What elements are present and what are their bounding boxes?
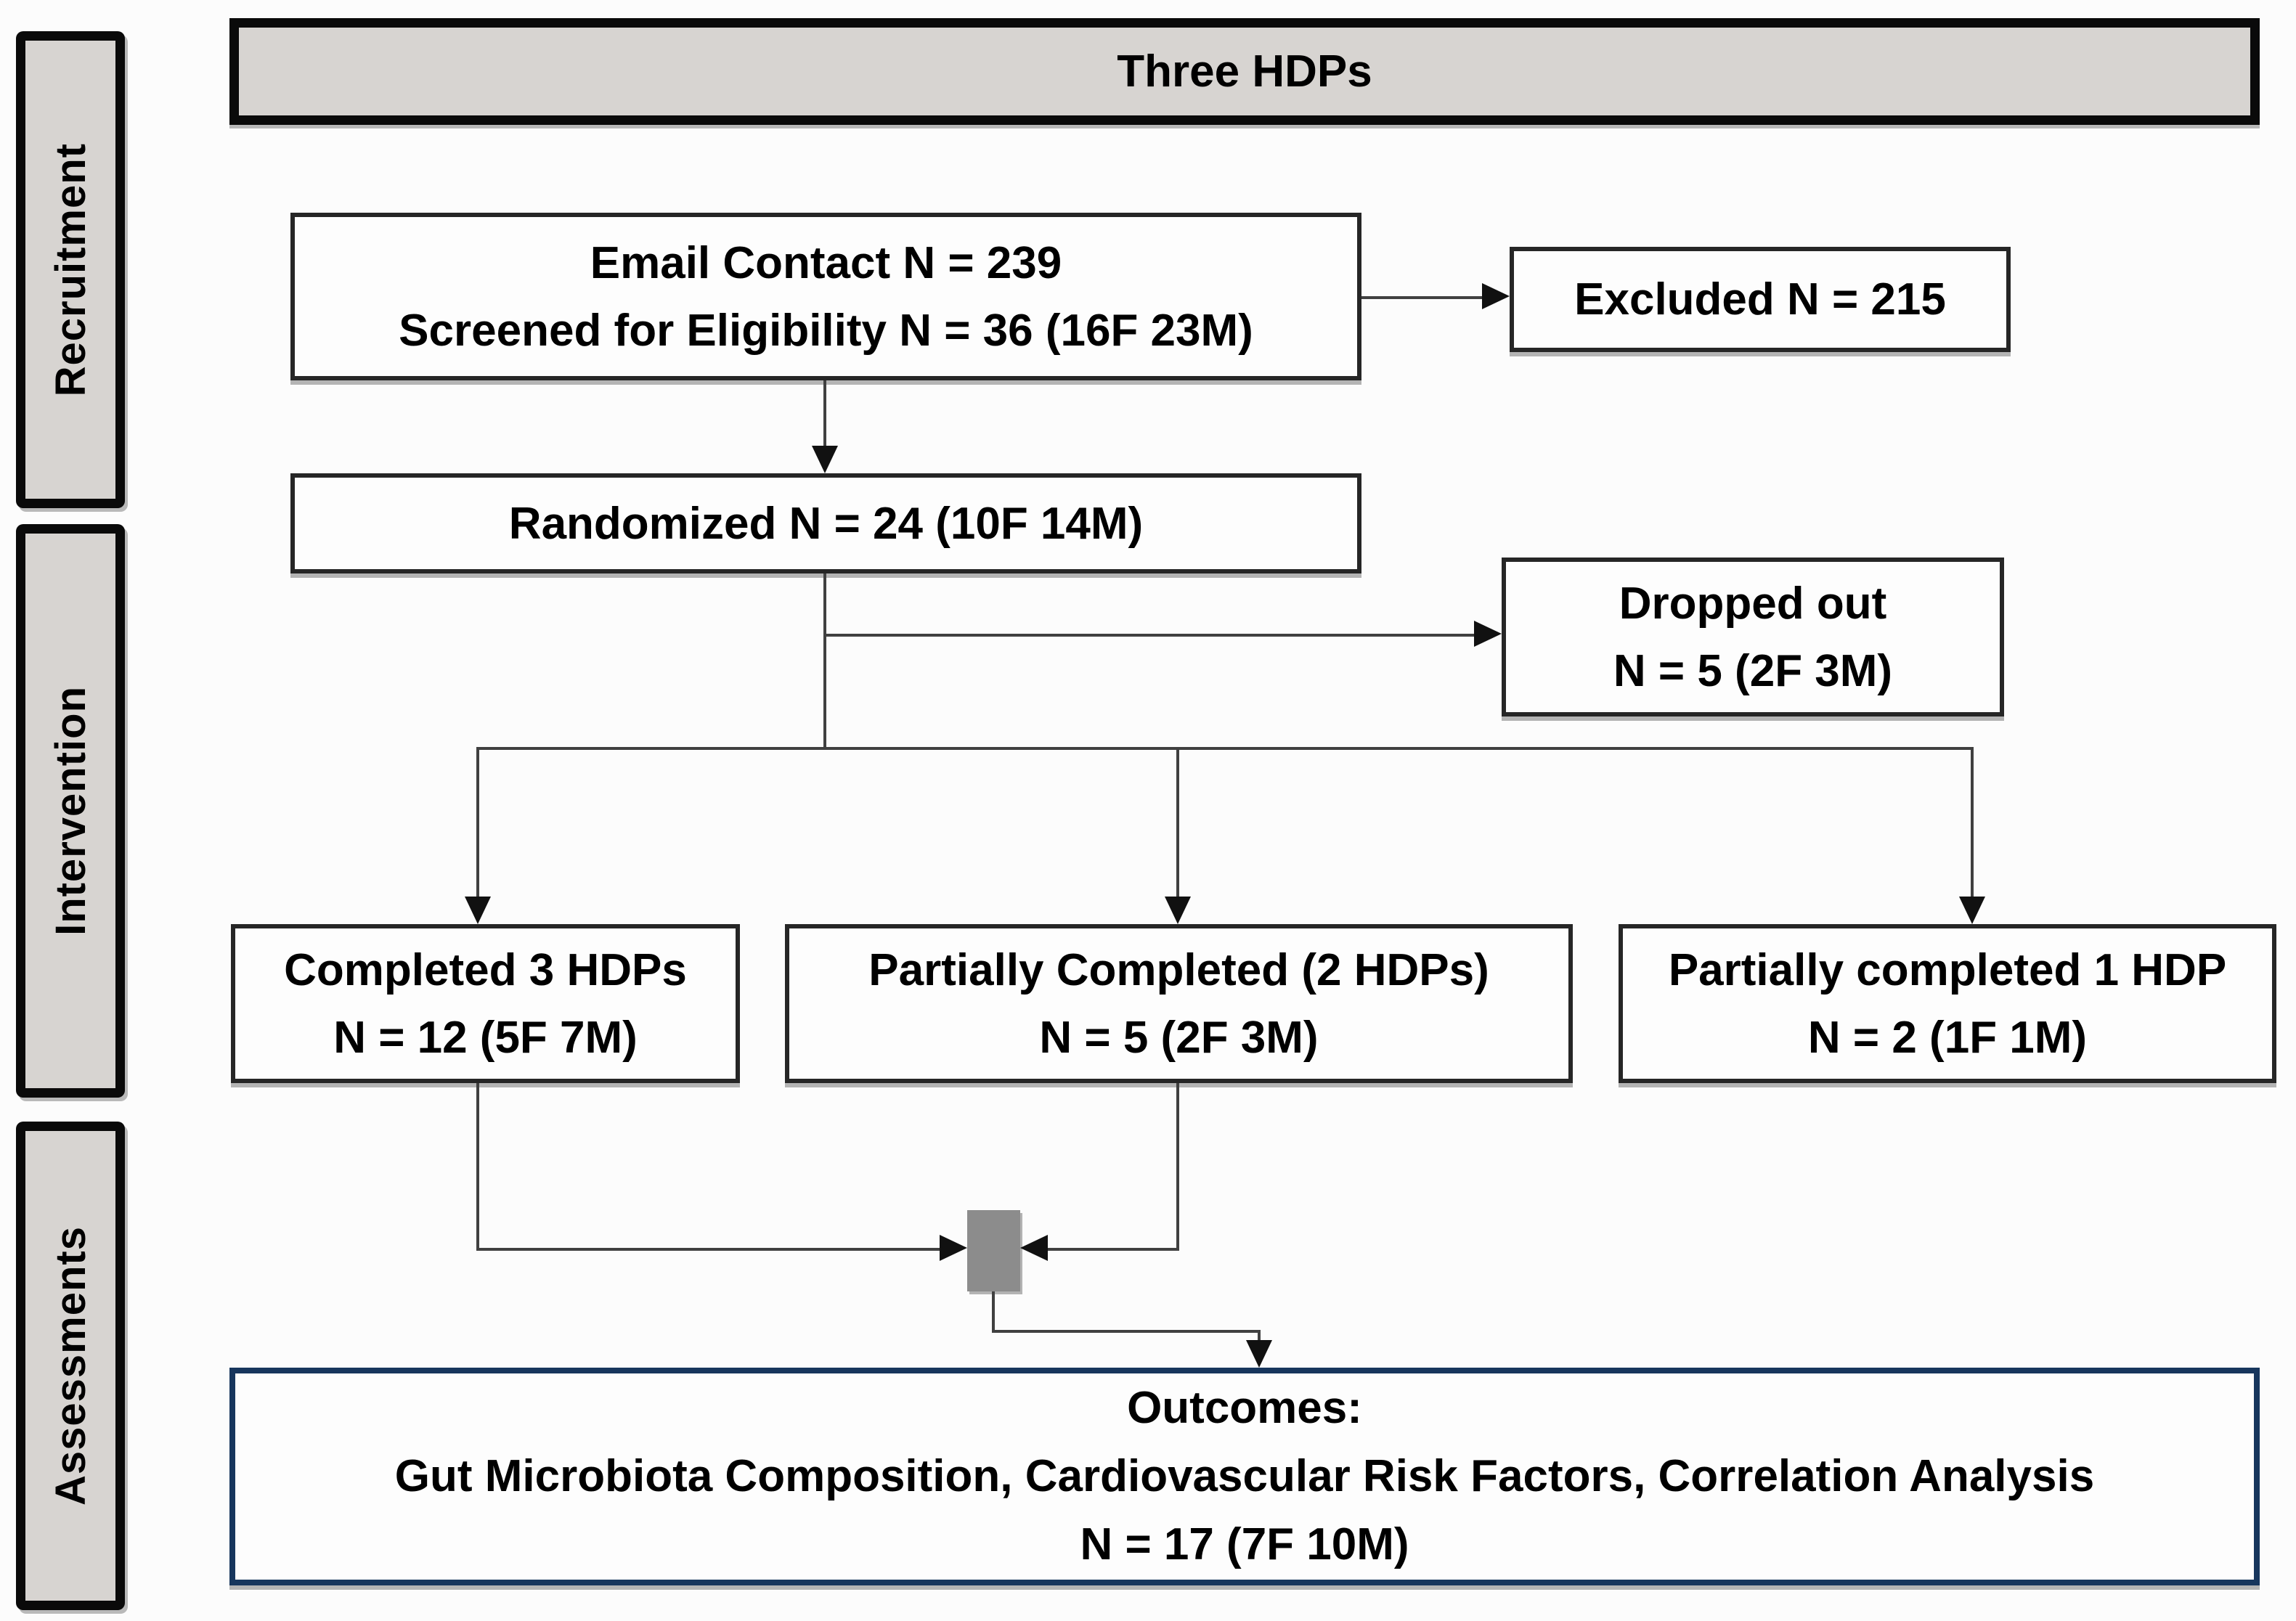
node-outcomes: Outcomes: Gut Microbiota Composition, Ca… [229, 1368, 2260, 1585]
node-randomized: Randomized N = 24 (10F 14M) [290, 473, 1361, 573]
arrowhead-randomized-to-dropped [1474, 621, 1502, 647]
node-partially-completed-1-hdp: Partially completed 1 HDP N = 2 (1F 1M) [1619, 924, 2276, 1083]
node-dropped-out-line2: N = 5 (2F 3M) [1613, 645, 1893, 696]
title-bar: Three HDPs [229, 18, 2260, 125]
node-outcomes-line1: Outcomes: [1127, 1382, 1362, 1433]
arrowhead-partial2-to-merge [1020, 1235, 1048, 1261]
title-bar-label: Three HDPs [1117, 46, 1372, 97]
connector-drop-completed-3 [476, 747, 479, 898]
node-dropped-out: Dropped out N = 5 (2F 3M) [1502, 558, 2004, 716]
arrowhead-drop-partial-2 [1165, 897, 1191, 924]
node-email-contact-line1: Email Contact N = 239 [590, 237, 1062, 288]
phase-label-recruitment: Recruitment [46, 142, 94, 397]
connector-completed3-to-merge [476, 1248, 941, 1251]
node-email-contact: Email Contact N = 239 Screened for Eligi… [290, 213, 1361, 380]
node-completed-3-hdps-line1: Completed 3 HDPs [284, 944, 687, 995]
connector-drop-partial-2 [1176, 747, 1179, 898]
node-excluded-line1: Excluded N = 215 [1574, 274, 1946, 324]
connector-merge-down [992, 1291, 995, 1333]
node-partially-completed-1-hdp-line2: N = 2 (1F 1M) [1807, 1012, 2088, 1063]
connector-distribution-rail [476, 747, 1974, 750]
connector-randomized-to-dropped [823, 634, 1477, 637]
connector-email-to-randomized [823, 380, 826, 449]
node-partially-completed-2-hdps: Partially Completed (2 HDPs) N = 5 (2F 3… [785, 924, 1573, 1083]
node-partially-completed-2-hdps-line1: Partially Completed (2 HDPs) [868, 944, 1489, 995]
arrowhead-completed3-to-merge [940, 1235, 967, 1261]
connector-partial2-down [1176, 1083, 1179, 1251]
connector-email-to-excluded [1361, 296, 1485, 299]
node-dropped-out-line1: Dropped out [1619, 578, 1887, 629]
node-partially-completed-2-hdps-line2: N = 5 (2F 3M) [1039, 1012, 1319, 1063]
arrowhead-email-to-excluded [1482, 283, 1510, 309]
connector-completed3-down [476, 1083, 479, 1251]
arrowhead-drop-partial-1 [1959, 897, 1985, 924]
phase-label-assessments: Assessments [46, 1226, 94, 1506]
node-partially-completed-1-hdp-line1: Partially completed 1 HDP [1668, 944, 2227, 995]
connector-randomized-stem [823, 573, 826, 750]
node-email-contact-line2: Screened for Eligibility N = 36 (16F 23M… [399, 305, 1253, 356]
phase-label-intervention: Intervention [46, 686, 94, 936]
phase-panel-assessments: Assessments [16, 1122, 125, 1610]
arrowhead-merge-to-outcomes [1246, 1340, 1272, 1368]
node-outcomes-line2: Gut Microbiota Composition, Cardiovascul… [394, 1450, 2095, 1501]
arrowhead-email-to-randomized [812, 446, 838, 473]
phase-panel-recruitment: Recruitment [16, 31, 125, 508]
node-completed-3-hdps-line2: N = 12 (5F 7M) [333, 1012, 638, 1063]
merge-square-connector [967, 1210, 1020, 1291]
node-outcomes-line3: N = 17 (7F 10M) [1080, 1519, 1409, 1570]
node-randomized-line1: Randomized N = 24 (10F 14M) [508, 498, 1144, 549]
arrowhead-drop-completed-3 [465, 897, 491, 924]
connector-drop-partial-1 [1971, 747, 1974, 898]
connector-merge-across [992, 1330, 1261, 1333]
connector-merge-to-outcomes [1258, 1330, 1261, 1343]
node-completed-3-hdps: Completed 3 HDPs N = 12 (5F 7M) [231, 924, 740, 1083]
connector-partial2-to-merge [1048, 1248, 1179, 1251]
phase-panel-intervention: Intervention [16, 524, 125, 1098]
node-excluded: Excluded N = 215 [1510, 247, 2011, 352]
